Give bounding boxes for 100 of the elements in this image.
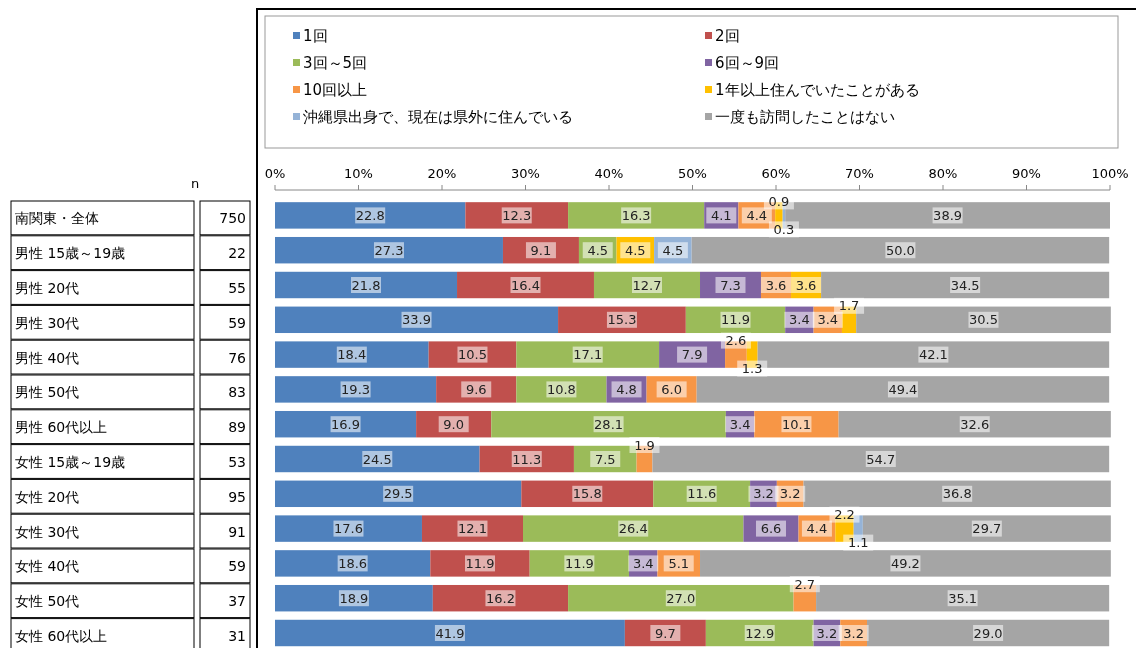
y-tick-label: 女性 50代	[15, 593, 80, 610]
x-tick-label: 0%	[264, 166, 286, 181]
bar	[275, 445, 480, 473]
x-tick-label: 40%	[594, 166, 624, 181]
data-label: 7.9	[681, 347, 703, 363]
bar	[816, 584, 1110, 612]
data-label: 3.2	[753, 486, 774, 502]
y-tick-label: 男性 40代	[15, 349, 80, 366]
x-tick-label: 70%	[845, 166, 874, 181]
data-label: 17.1	[573, 347, 603, 363]
bar	[516, 376, 607, 403]
bar	[275, 410, 417, 438]
bar	[428, 341, 517, 368]
data-label: 19.3	[341, 381, 371, 397]
bar	[558, 306, 686, 334]
data-label: 35.1	[948, 590, 978, 606]
data-label: 4.4	[806, 521, 828, 537]
text: 31	[228, 627, 246, 644]
data-label: 34.5	[950, 277, 980, 293]
data-label: 4.5	[662, 242, 684, 258]
data-label: 24.5	[362, 451, 392, 467]
bar	[275, 480, 522, 508]
data-label: 21.8	[351, 277, 381, 293]
data-label: 12.9	[745, 625, 775, 641]
text: 750	[219, 210, 246, 227]
bar	[275, 376, 437, 403]
data-label: 10.1	[781, 416, 811, 432]
bar	[457, 271, 594, 299]
x-tick-label: 90%	[1012, 166, 1041, 181]
data-label: 18.9	[339, 590, 369, 606]
bar	[502, 236, 579, 264]
y-tick-label: 女性 30代	[15, 523, 80, 540]
bar	[838, 410, 1111, 438]
data-label: 3.6	[765, 277, 787, 293]
y-tick-label: 男性 30代	[15, 314, 80, 331]
data-label: 15.8	[572, 486, 602, 502]
data-label: 9.6	[465, 381, 487, 397]
legend-label: 10回以上	[303, 81, 368, 100]
data-label: 0.3	[773, 221, 795, 237]
data-label: 3.4	[789, 312, 810, 328]
data-label: 29.5	[383, 486, 413, 502]
bar	[578, 236, 617, 264]
bar	[275, 619, 625, 647]
bar	[465, 202, 569, 229]
x-tick-label: 20%	[427, 166, 457, 181]
text: 53	[228, 453, 246, 470]
bar	[593, 271, 701, 299]
data-label: 3.2	[816, 625, 838, 641]
bar	[652, 445, 1110, 473]
data-label: 6.0	[661, 381, 682, 397]
y-tick-label: 男性 60代以上	[15, 419, 108, 436]
bar	[275, 341, 429, 368]
data-label: 27.3	[374, 242, 404, 258]
data-label: 5.1	[668, 555, 690, 571]
text: 59	[228, 558, 246, 575]
bar	[646, 376, 697, 403]
bar	[606, 376, 647, 403]
bar	[275, 306, 559, 334]
data-label: 12.3	[502, 207, 532, 223]
bar	[624, 619, 706, 647]
bar	[275, 271, 458, 299]
data-label: 1.3	[741, 361, 763, 377]
bar	[479, 445, 574, 473]
text: n	[190, 176, 200, 191]
bar	[421, 515, 523, 542]
bar	[696, 376, 1110, 403]
data-label: 10.8	[546, 381, 576, 397]
data-label: 2.6	[725, 333, 747, 349]
bar	[275, 584, 433, 612]
data-label: 4.4	[746, 207, 768, 223]
bar	[275, 236, 503, 264]
data-label: 10.5	[458, 347, 487, 363]
text: 95	[228, 488, 246, 505]
bar	[573, 445, 637, 473]
data-label: 4.8	[616, 381, 637, 397]
x-tick-label: 60%	[761, 166, 791, 181]
data-label: 3.2	[843, 625, 864, 641]
data-label: 11.3	[512, 451, 542, 467]
data-label: 18.4	[337, 347, 367, 363]
data-label: 27.0	[666, 590, 696, 606]
bar	[432, 584, 569, 612]
bar	[275, 550, 431, 577]
bar	[523, 515, 744, 542]
text: 22	[228, 245, 246, 262]
bar	[430, 550, 530, 577]
legend-label: 3回～5回	[303, 54, 368, 73]
legend-label: 沖縄県出身で、現在は県外に住んでいる	[303, 108, 573, 127]
x-tick-label: 10%	[344, 166, 373, 181]
data-label: 3.4	[817, 312, 839, 328]
bar	[275, 202, 466, 229]
data-label: 22.8	[355, 207, 385, 223]
text: 89	[228, 419, 246, 436]
y-tick-label: 女性 20代	[15, 488, 80, 505]
legend-label: 2回	[715, 27, 740, 46]
y-tick-label: 男性 50代	[15, 384, 80, 401]
data-label: 29.7	[972, 521, 1002, 537]
bar	[568, 584, 794, 612]
data-label: 4.5	[587, 242, 609, 258]
x-tick-label: 50%	[678, 166, 707, 181]
data-label: 49.4	[888, 381, 918, 397]
